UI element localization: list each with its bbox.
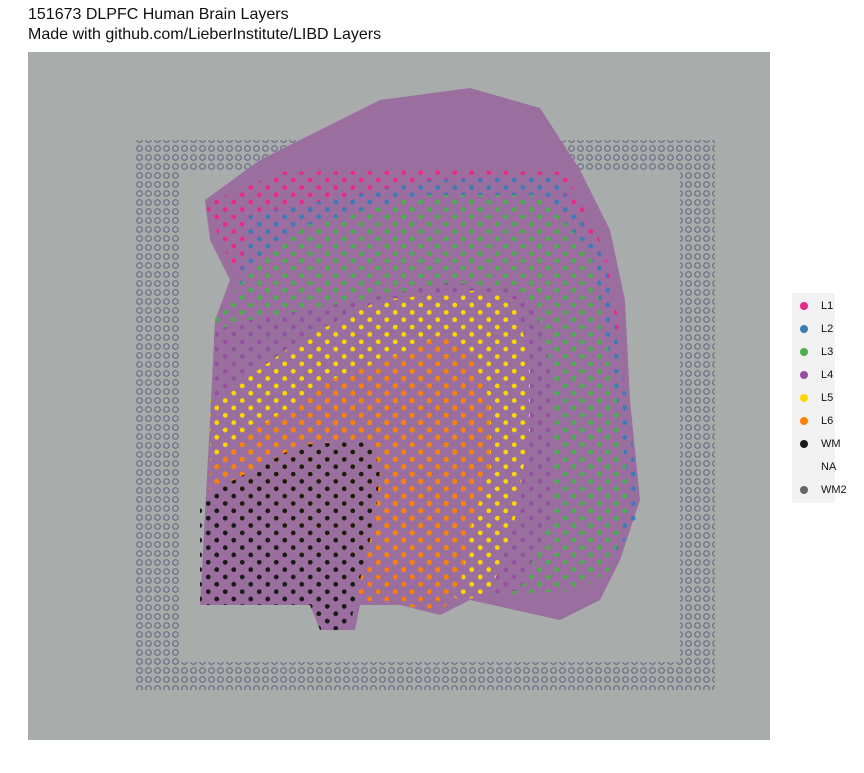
- legend-label: L6: [821, 415, 833, 427]
- legend-key: [800, 348, 808, 356]
- legend-label: NA: [821, 461, 837, 473]
- legend-label: WM: [821, 438, 841, 450]
- legend-key: [800, 440, 808, 448]
- legend-box: [792, 293, 835, 503]
- legend-label: L3: [821, 346, 833, 358]
- legend-key: [800, 417, 808, 425]
- legend-key: [800, 486, 808, 494]
- spot-layers: [200, 170, 640, 630]
- legend-key: [800, 302, 808, 310]
- legend-label: L4: [821, 369, 833, 381]
- legend-label: L1: [821, 300, 833, 312]
- legend-key: [800, 371, 808, 379]
- spot-region: [200, 440, 380, 630]
- legend-key: [800, 394, 808, 402]
- legend-key: [800, 325, 808, 333]
- title: 151673 DLPFC Human Brain Layers: [28, 6, 289, 23]
- legend: L1 L2 L3 L4 L5 L6 WM NA WM2: [800, 300, 847, 496]
- subtitle: Made with github.com/LieberInstitute/LIB…: [28, 26, 381, 43]
- legend-label: WM2: [821, 484, 847, 496]
- legend-label: L5: [821, 392, 833, 404]
- legend-label: L2: [821, 323, 833, 335]
